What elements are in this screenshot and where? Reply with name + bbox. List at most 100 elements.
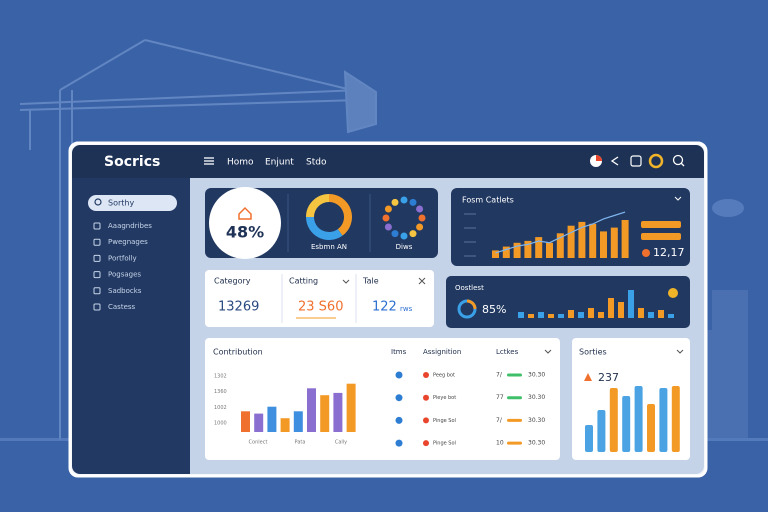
ring-dot: [416, 205, 424, 213]
ring-label: Diws: [396, 243, 413, 251]
bar: [307, 388, 316, 432]
stat-unit: rws: [400, 305, 413, 313]
search-box[interactable]: [88, 195, 177, 211]
menu-icon: [93, 254, 101, 262]
menu-item[interactable]: Pogsages: [108, 271, 141, 279]
nav-link[interactable]: Homo: [227, 158, 254, 168]
percent: 85%: [482, 303, 506, 316]
kpi-circle: [209, 187, 281, 259]
bar: [600, 231, 607, 258]
bar: [578, 221, 586, 258]
ring-dot: [400, 232, 408, 240]
contribution-card: [205, 338, 560, 460]
menu-icon: [93, 287, 101, 295]
row-icon: [395, 439, 403, 447]
chevron[interactable]: [544, 349, 552, 354]
axis-marks: [464, 213, 476, 257]
bar: [659, 388, 668, 452]
bar: [254, 413, 264, 432]
stat-label: Catting: [289, 277, 318, 286]
bar: [658, 310, 664, 318]
bar: [668, 314, 674, 318]
menu-icon: [93, 222, 101, 230]
total: 12,17: [653, 246, 685, 259]
ring-dot: [409, 198, 417, 206]
bar: [538, 312, 544, 318]
stat-value: 13269: [218, 300, 259, 315]
bar: [628, 290, 634, 318]
bar: [621, 220, 629, 258]
ring-dot: [416, 223, 424, 231]
table-cell: Peeg bot: [433, 373, 455, 379]
bar: [567, 225, 575, 258]
bar: [638, 308, 644, 318]
menu-item[interactable]: Aaagndribes: [108, 222, 152, 230]
nav-link[interactable]: Stdo: [306, 158, 327, 168]
close-icon[interactable]: [418, 277, 426, 285]
menu-icon: [204, 157, 214, 165]
ring-dot: [409, 230, 417, 238]
menu-item[interactable]: Pwegnages: [108, 238, 148, 246]
progress: [507, 441, 522, 445]
bar: [293, 411, 303, 432]
bar: [588, 308, 594, 318]
menu-item[interactable]: Castess: [108, 303, 136, 311]
table-cell: 30.30: [528, 394, 545, 401]
bar: [548, 314, 554, 318]
kpi-icon: [238, 206, 252, 220]
menu-item[interactable]: Sadbocks: [108, 287, 142, 295]
sorties-value: 237: [598, 371, 619, 384]
table-cell: 30.30: [528, 372, 545, 379]
card-title: Sorties: [579, 348, 607, 357]
search-icon: [94, 198, 102, 206]
header-icons: [590, 153, 685, 169]
x-label: Conlect: [249, 440, 268, 446]
bar: [585, 425, 593, 452]
stat-value: 23 S60: [298, 300, 343, 315]
bar: [528, 314, 534, 318]
y-label: 1002: [214, 405, 227, 411]
chevron[interactable]: [342, 279, 350, 284]
bar: [608, 298, 614, 318]
menu-item[interactable]: Portfolly: [108, 254, 137, 262]
nav-link[interactable]: Enjunt: [265, 158, 294, 168]
donut-segment: [328, 194, 352, 236]
bar: [518, 312, 524, 318]
bar: [618, 302, 624, 318]
bar: [610, 227, 618, 258]
bar: [320, 395, 330, 432]
kpi-percent: 48%: [226, 223, 264, 242]
alert-icon: [668, 288, 678, 298]
table-cell: Pieye bot: [433, 395, 456, 401]
bar: [648, 312, 654, 318]
table-cell: 30.30: [528, 440, 545, 447]
ring-dot: [384, 205, 392, 213]
chevron[interactable]: [674, 196, 682, 201]
pill: [641, 221, 681, 228]
stat-value: 122: [372, 300, 397, 315]
top-bar: [72, 145, 704, 178]
bar: [267, 406, 277, 432]
brand: Socrics: [104, 154, 160, 170]
progress: [507, 373, 522, 377]
bar: [280, 418, 290, 432]
table-cell: 7/: [496, 372, 503, 379]
sidebar: [72, 178, 190, 474]
card-title: Contribution: [213, 348, 263, 357]
row-avatar: [423, 372, 429, 378]
table-cell: 30.30: [528, 417, 545, 424]
donut-segment: [306, 194, 330, 218]
bar: [671, 386, 680, 452]
donut-label: Esbmn AN: [311, 243, 347, 251]
donut-segment: [306, 216, 343, 240]
card-title: Oostlest: [455, 284, 484, 292]
y-label: 1302: [214, 374, 227, 380]
row-icon: [395, 416, 403, 424]
bar: [502, 246, 510, 258]
ring-dot: [400, 196, 408, 204]
trend-line: [495, 211, 626, 254]
chevron[interactable]: [676, 349, 684, 354]
search-placeholder: Sorthy: [108, 199, 134, 208]
table-header: Lctkes: [496, 348, 519, 356]
